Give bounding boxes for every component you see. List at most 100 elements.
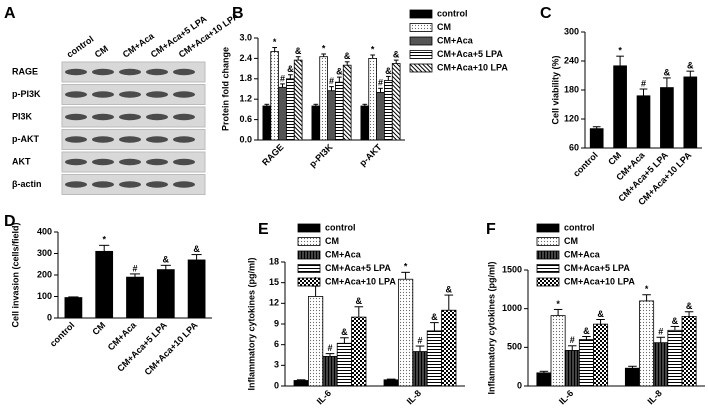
legend-label: CM+Aca+10 LPA (564, 276, 635, 286)
significance-label: * (371, 44, 375, 54)
bar (636, 95, 651, 149)
significance-label: * (273, 37, 277, 47)
bar (327, 90, 336, 141)
bar (319, 56, 328, 141)
significance-label: & (295, 46, 302, 56)
bar (376, 92, 385, 141)
x-tick-label: p-AKT (357, 142, 384, 169)
y-tick-label: 6 (274, 339, 279, 349)
blot-band (92, 158, 114, 166)
legend-label: CM+Aca+5 LPA (564, 263, 630, 273)
bar (441, 309, 457, 387)
y-tick-label: 240 (564, 55, 579, 65)
y-axis-label: Inflammatory cytokines (pg/ml) (486, 261, 496, 394)
y-tick-label: 400 (37, 226, 52, 236)
blot-band (173, 158, 195, 166)
legend-label: CM+Aca (437, 35, 474, 45)
x-tick-label: RAGE (260, 142, 285, 167)
y-tick-label: 120 (564, 113, 579, 123)
significance-label: # (641, 78, 646, 88)
legend-swatch (409, 36, 433, 46)
blot-band (119, 68, 141, 76)
bar (351, 316, 367, 387)
legend-swatch (297, 277, 321, 287)
x-tick-label: CM (90, 320, 107, 337)
row-label: PI3K (12, 111, 33, 121)
panel-letter: E (258, 221, 269, 238)
blot-band (173, 91, 195, 98)
legend-label: CM+Aca+5 LPA (437, 49, 503, 59)
legend-swatch (297, 223, 321, 233)
bar (550, 315, 566, 387)
legend-swatch (297, 264, 321, 273)
significance-label: # (132, 263, 137, 273)
bar (613, 65, 627, 149)
blot-band (65, 68, 87, 76)
bar (335, 81, 344, 141)
y-axis-label: Cell invasion (cells/field) (10, 222, 20, 327)
blot-band (92, 68, 114, 76)
y-tick-label: 0 (517, 380, 522, 390)
bar (336, 342, 353, 387)
blot-band (146, 68, 168, 76)
y-tick-label: 0 (274, 380, 279, 390)
legend-swatch (536, 237, 560, 246)
blot-band (92, 113, 114, 121)
x-tick-label: CM (606, 150, 623, 167)
bar (307, 296, 324, 387)
y-tick-label: 3 (274, 360, 279, 370)
bar (683, 76, 698, 149)
row-label: p-PI3K (12, 89, 41, 99)
blot-band (119, 136, 141, 143)
y-axis-label: Protein fold change (220, 47, 230, 131)
row-label: β-actin (12, 179, 42, 189)
bar (589, 128, 604, 149)
significance-label: & (686, 301, 693, 311)
bar (293, 380, 309, 387)
bar (293, 59, 303, 141)
x-tick-label: IL-6 (557, 388, 575, 406)
panel-letter: B (232, 5, 244, 22)
blot-band (146, 158, 168, 166)
y-tick-label: 12 (269, 298, 279, 308)
bar (126, 276, 144, 319)
bar (262, 105, 272, 141)
y-tick-label: 200 (37, 269, 52, 279)
legend-swatch (409, 50, 433, 59)
y-tick-label: 0 (47, 312, 52, 322)
x-tick-label: IL-8 (405, 388, 423, 406)
y-tick-label: 1500 (502, 264, 522, 274)
blot-band (65, 136, 87, 143)
y-tick-label: 180 (564, 84, 579, 94)
legend-swatch (409, 23, 433, 32)
blot-band (146, 113, 168, 121)
significance-label: & (687, 61, 694, 71)
significance-label: # (329, 76, 334, 86)
legend-swatch (536, 250, 560, 260)
legend-label: control (437, 8, 468, 18)
legend-swatch (536, 277, 560, 287)
bar (412, 351, 428, 387)
bar (578, 339, 594, 387)
legend-label: CM (437, 22, 451, 32)
significance-label: # (280, 73, 285, 83)
bar (95, 250, 114, 319)
blot-band (173, 113, 195, 121)
significance-label: & (193, 244, 200, 254)
legend-swatch (297, 237, 321, 246)
y-tick-label: 2.4 (239, 53, 252, 63)
lane-label: control (65, 34, 96, 60)
bar (278, 86, 287, 141)
x-tick-label: IL-8 (645, 388, 663, 406)
x-tick-label: CM+Aca+10 LPA (143, 320, 201, 378)
blot-band (119, 113, 141, 121)
blot-band (65, 158, 87, 166)
significance-label: * (645, 284, 649, 294)
significance-label: & (287, 64, 294, 74)
x-tick-label: control (48, 320, 77, 349)
bar (286, 78, 295, 141)
legend-label: CM (325, 236, 339, 246)
bar (342, 64, 352, 141)
significance-label: & (385, 66, 392, 76)
